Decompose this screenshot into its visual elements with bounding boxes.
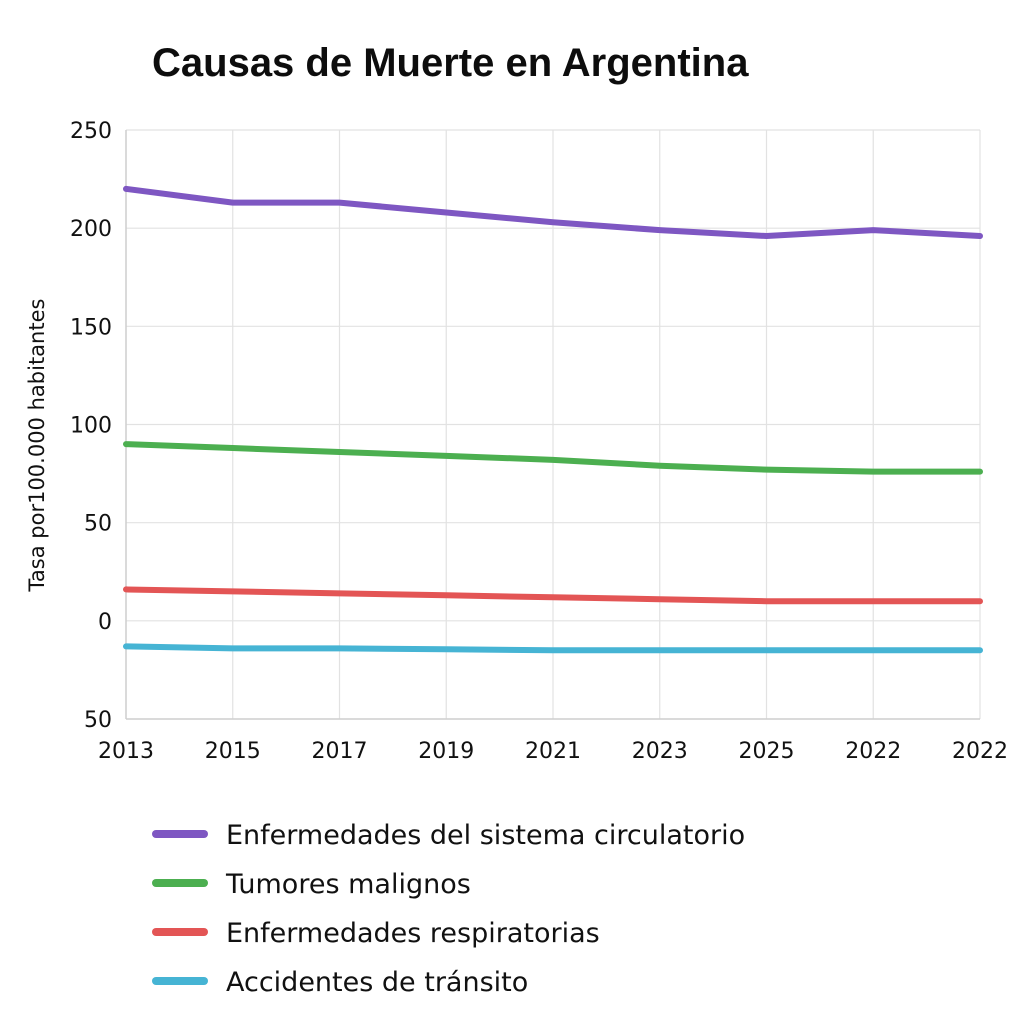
x-tick-label: 2015 <box>205 739 261 764</box>
x-tick-label: 2019 <box>418 739 474 764</box>
chart-title: Causas de Muerte en Argentina <box>152 41 749 85</box>
x-tick-label: 2013 <box>98 739 154 764</box>
series-line-4 <box>123 643 983 654</box>
y-tick-label: 250 <box>70 119 112 144</box>
series-line-3 <box>123 586 983 605</box>
y-tick-label: 150 <box>70 315 112 340</box>
y-axis-title: Tasa por100.000 habitantes <box>25 299 49 593</box>
x-axis-ticks: 2013 2015 2017 2019 2021 2023 2025 2022 2022 <box>98 739 1008 764</box>
series-line-1 <box>123 185 983 240</box>
legend-label: Tumores malignos <box>225 869 471 900</box>
y-tick-label: 100 <box>70 414 112 439</box>
legend-label: Enfermedades respiratorias <box>226 918 600 949</box>
x-tick-label: 2021 <box>525 739 581 764</box>
x-tick-label: 2023 <box>632 739 688 764</box>
x-tick-label: 2022 <box>952 739 1008 764</box>
series-line-2 <box>123 441 983 475</box>
legend: Enfermedades del sistema circulatorio Tum… <box>152 820 745 998</box>
y-tick-label: 0 <box>98 610 112 635</box>
legend-label: Accidentes de tránsito <box>226 967 528 998</box>
series-lines <box>123 185 983 654</box>
y-tick-label: 50 <box>84 512 112 537</box>
x-tick-label: 2025 <box>739 739 795 764</box>
y-tick-label: 200 <box>70 217 112 242</box>
y-tick-label: 50 <box>84 708 112 733</box>
x-tick-label: 2022 <box>845 739 901 764</box>
y-axis-ticks: 250 200 150 100 50 0 50 <box>70 119 112 733</box>
x-tick-label: 2017 <box>312 739 368 764</box>
grid <box>125 129 981 720</box>
legend-label: Enfermedades del sistema circulatorio <box>226 820 745 851</box>
